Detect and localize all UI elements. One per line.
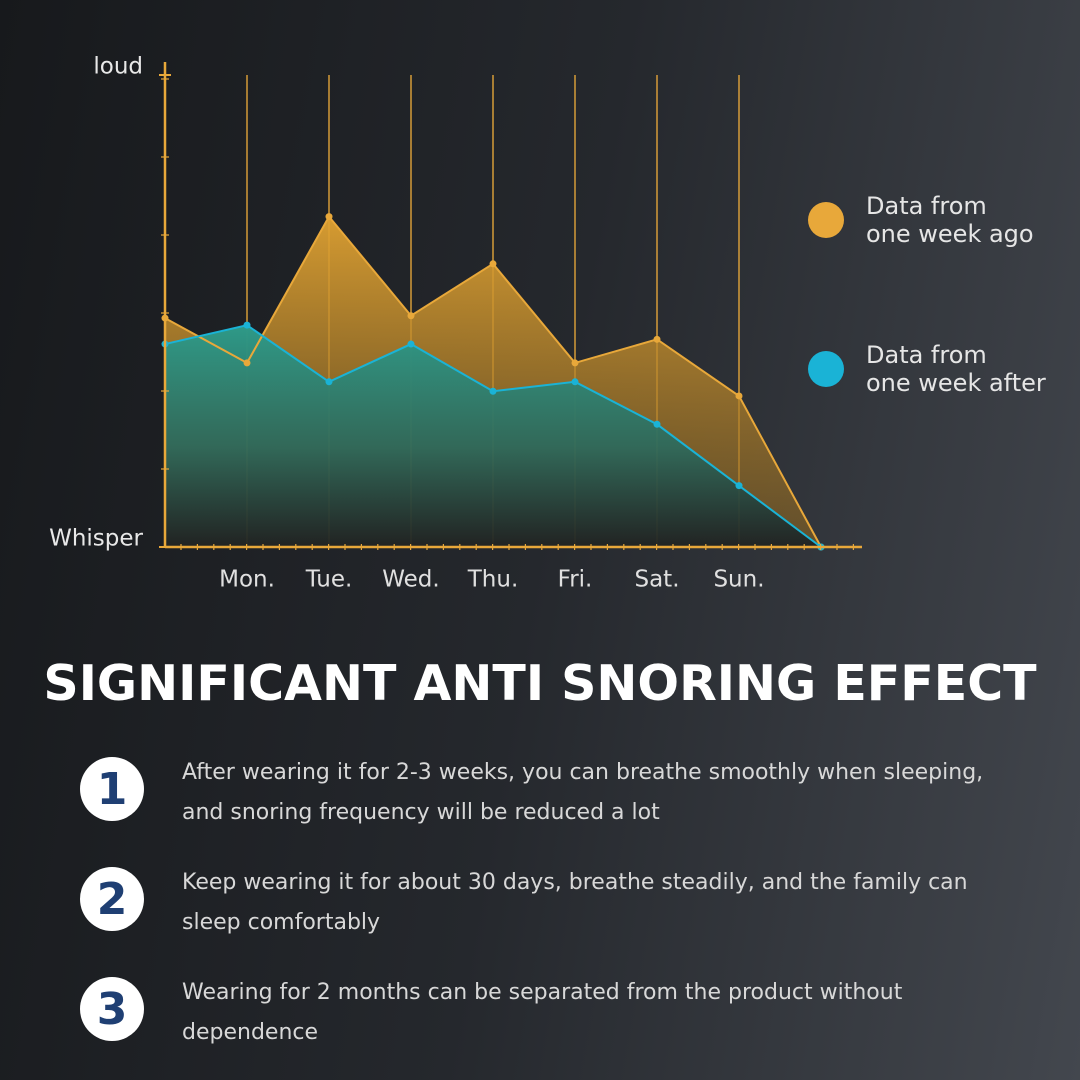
point: [407, 312, 415, 320]
heading: SIGNIFICANT ANTI SNORING EFFECT: [43, 655, 1037, 712]
item-number: 1: [80, 757, 144, 821]
point: [489, 260, 497, 268]
legend-item: Data from one week ago: [808, 192, 1034, 248]
point: [571, 378, 579, 386]
legend-swatch: [808, 351, 844, 387]
item-number: 2: [80, 867, 144, 931]
item-text: Keep wearing it for about 30 days, breat…: [182, 870, 968, 935]
item-text: Wearing for 2 months can be separated fr…: [182, 980, 903, 1045]
point: [571, 359, 579, 367]
legend-label: Data from one week after: [866, 341, 1046, 397]
y-tick-label: Whisper: [49, 526, 143, 552]
x-tick-label: Fri.: [558, 567, 593, 593]
point: [653, 420, 661, 428]
list-item: 2 Keep wearing it for about 30 days, brea…: [80, 863, 1040, 943]
chart: Mon. Tue. Wed. Thu. Fri. Sat. Sun. Whisper loud: [49, 54, 862, 593]
point: [653, 335, 661, 343]
list-item: 3 Wearing for 2 months can be separated f…: [80, 973, 1040, 1053]
y-tick-label: loud: [93, 54, 143, 80]
point: [489, 387, 497, 395]
item-text: After wearing it for 2-3 weeks, you can …: [182, 760, 984, 825]
x-tick-label: Mon.: [219, 567, 275, 593]
point: [407, 340, 415, 348]
point: [243, 321, 251, 329]
point: [243, 359, 251, 367]
x-tick-label: Sun.: [713, 567, 764, 593]
x-tick-label: Tue.: [305, 567, 353, 593]
legend-label: Data from one week ago: [866, 192, 1034, 248]
list-item: 1 After wearing it for 2-3 weeks, you can…: [80, 753, 1040, 833]
legend-item: Data from one week after: [808, 341, 1046, 397]
point: [735, 392, 743, 400]
x-tick-label: Sat.: [634, 567, 679, 593]
x-tick-label: Wed.: [382, 567, 439, 593]
point: [735, 482, 743, 490]
item-number: 3: [80, 977, 144, 1041]
area: [165, 325, 821, 547]
point: [325, 378, 333, 386]
point: [325, 213, 333, 221]
legend-swatch: [808, 202, 844, 238]
x-tick-label: Thu.: [467, 567, 519, 593]
